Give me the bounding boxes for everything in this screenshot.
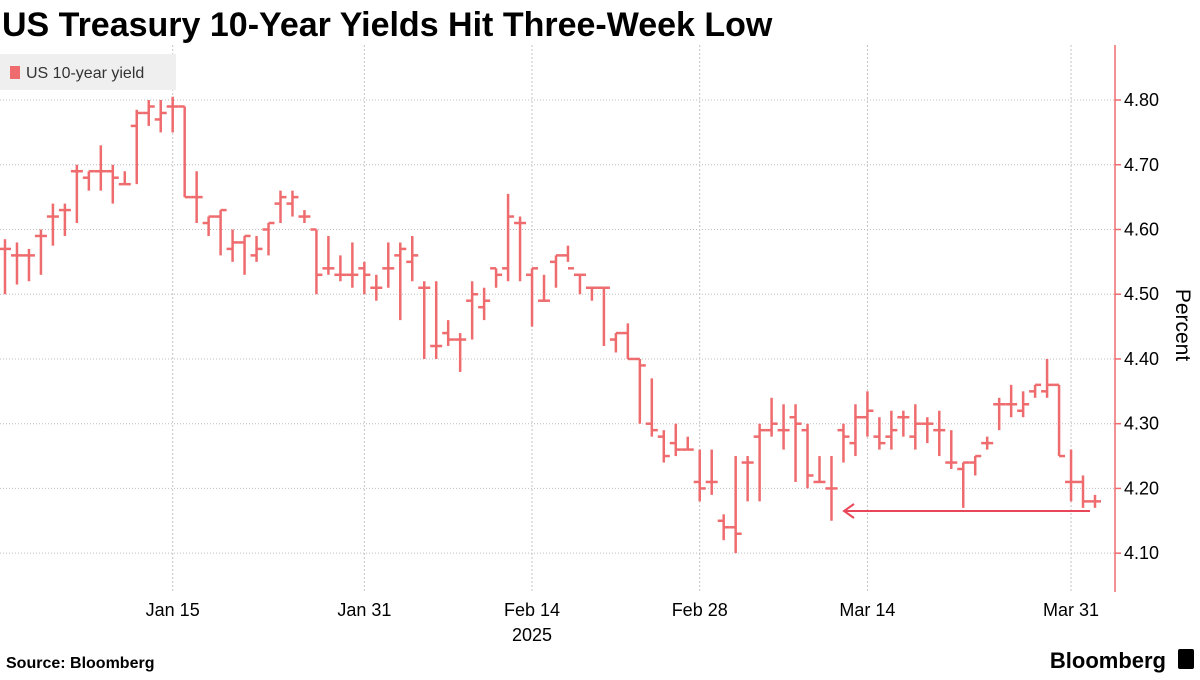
x-tick-label: Jan 15 bbox=[146, 600, 200, 620]
source: Source: Bloomberg bbox=[6, 655, 154, 672]
legend-label: US 10-year yield bbox=[26, 65, 144, 82]
y-tick-label: 4.20 bbox=[1124, 478, 1159, 498]
legend-box bbox=[0, 54, 176, 90]
x-tick-label: Jan 31 bbox=[337, 600, 391, 620]
y-tick-label: 4.70 bbox=[1124, 155, 1159, 175]
ohlc-bars bbox=[0, 96, 1101, 554]
y-axis-title: Percent bbox=[1171, 289, 1194, 362]
grid bbox=[0, 45, 1115, 592]
y-tick-label: 4.30 bbox=[1124, 414, 1159, 434]
y-tick-label: 4.60 bbox=[1124, 219, 1159, 239]
y-tick-label: 4.80 bbox=[1124, 90, 1159, 110]
x-tick-label: Feb 28 bbox=[672, 600, 728, 620]
x-axis-year: 2025 bbox=[512, 625, 552, 645]
chart-title: US Treasury 10-Year Yields Hit Three-Wee… bbox=[2, 6, 773, 44]
annotation-arrow bbox=[842, 503, 1090, 519]
brand-icon bbox=[1178, 649, 1194, 669]
legend: US 10-year yield bbox=[0, 54, 176, 90]
y-tick-label: 4.40 bbox=[1124, 349, 1159, 369]
arrow-head bbox=[842, 503, 855, 519]
brand-logo: Bloomberg bbox=[1050, 648, 1166, 673]
x-tick-label: Feb 14 bbox=[504, 600, 560, 620]
x-tick-label: Mar 31 bbox=[1043, 600, 1099, 620]
legend-swatch bbox=[10, 66, 20, 79]
y-tick-label: 4.10 bbox=[1124, 543, 1159, 563]
y-tick-label: 4.50 bbox=[1124, 284, 1159, 304]
x-tick-label: Mar 14 bbox=[839, 600, 895, 620]
